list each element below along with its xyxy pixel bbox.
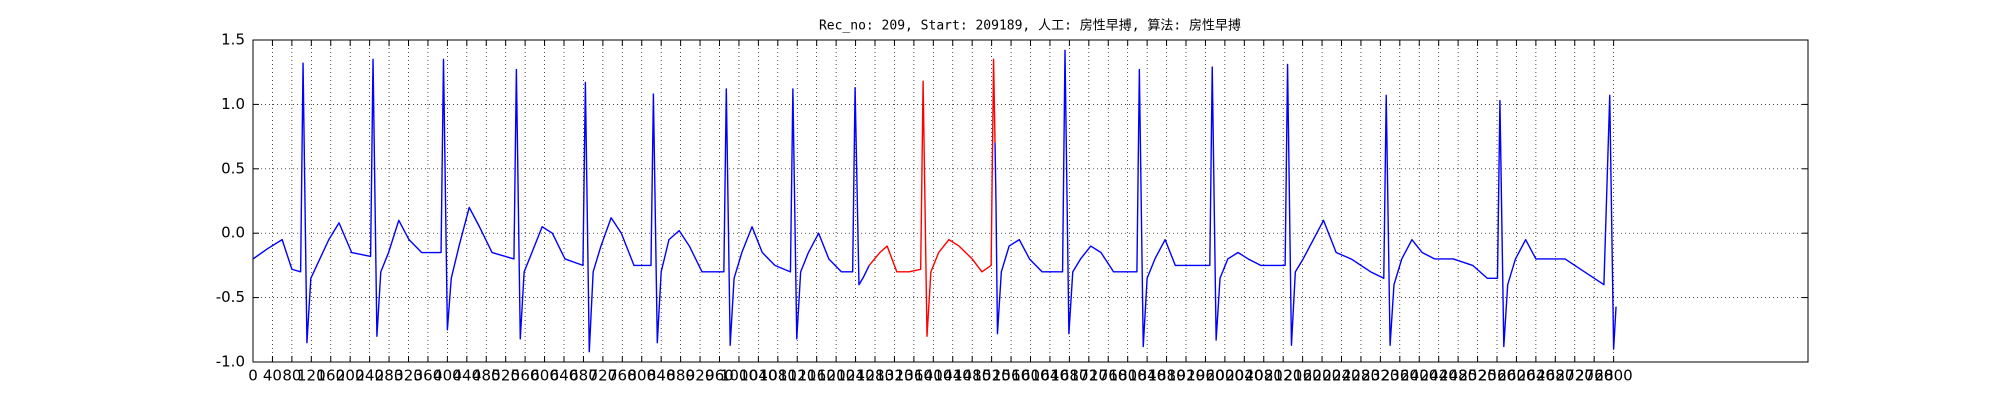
x-tick-label: 1360 xyxy=(895,367,933,385)
x-tick-label: 2440 xyxy=(1420,367,1458,385)
x-tick-label: 1160 xyxy=(798,367,836,385)
x-tick-label: 2320 xyxy=(1361,367,1399,385)
x-tick-label: 560 xyxy=(511,367,540,385)
x-tick-label: 2000 xyxy=(1206,367,1244,385)
series-line xyxy=(868,58,996,337)
x-tick-label: 1120 xyxy=(778,367,816,385)
x-tick-label: 1720 xyxy=(1070,367,1108,385)
x-tick-label: 2600 xyxy=(1497,367,1535,385)
x-tick-label: 1560 xyxy=(992,367,1030,385)
x-tick-label: 760 xyxy=(608,367,637,385)
x-tick-label: 2280 xyxy=(1342,367,1380,385)
x-tick-label: 1480 xyxy=(953,367,991,385)
x-tick-label: 160 xyxy=(316,367,345,385)
y-tick-label: -0.5 xyxy=(216,288,245,306)
x-tick-label: 1680 xyxy=(1050,367,1088,385)
x-tick-label: 2200 xyxy=(1303,367,1341,385)
x-tick-label: 1280 xyxy=(856,367,894,385)
x-tick-label: 1800 xyxy=(1109,367,1147,385)
x-tick-label: 2760 xyxy=(1575,367,1613,385)
plot-frame xyxy=(252,39,1809,363)
x-tick-label: 520 xyxy=(491,367,520,385)
x-tick-label: 2400 xyxy=(1400,367,1438,385)
x-tick-label: 2480 xyxy=(1439,367,1477,385)
x-tick-label: 1960 xyxy=(1186,367,1224,385)
x-tick-label: 840 xyxy=(647,367,676,385)
x-tick-label: 2520 xyxy=(1458,367,1496,385)
x-tick-label: 1440 xyxy=(934,367,972,385)
x-tick-label: 320 xyxy=(394,367,423,385)
x-tick-label: 400 xyxy=(433,367,462,385)
x-tick-label: 200 xyxy=(336,367,365,385)
x-tick-label: 720 xyxy=(589,367,618,385)
x-tick-label: 80 xyxy=(282,367,301,385)
x-tick-label: 880 xyxy=(666,367,695,385)
x-tick-label: 1520 xyxy=(973,367,1011,385)
x-tick-label: 1320 xyxy=(875,367,913,385)
x-tick-label: 1400 xyxy=(914,367,952,385)
x-tick-label: 800 xyxy=(627,367,656,385)
x-tick-label: 1040 xyxy=(739,367,777,385)
x-tick-label: 2640 xyxy=(1517,367,1555,385)
y-tick-label: 0.0 xyxy=(221,224,245,242)
x-tick-label: 2360 xyxy=(1381,367,1419,385)
x-tick-label: 1840 xyxy=(1128,367,1166,385)
series-line xyxy=(252,49,1617,353)
x-tick-label: 440 xyxy=(452,367,481,385)
x-tick-label: 240 xyxy=(355,367,384,385)
y-tick-label: 1.5 xyxy=(221,31,245,49)
y-tick-label: 1.0 xyxy=(221,95,245,113)
x-tick-label: 1920 xyxy=(1167,367,1205,385)
x-tick-label: 2120 xyxy=(1264,367,1302,385)
y-tick-label: 0.5 xyxy=(221,159,245,177)
x-tick-label: 480 xyxy=(472,367,501,385)
x-tick-label: 1760 xyxy=(1089,367,1127,385)
x-tick-label: 1200 xyxy=(817,367,855,385)
x-tick-label: 120 xyxy=(297,367,326,385)
x-tick-label: 920 xyxy=(686,367,715,385)
x-tick-label: 2720 xyxy=(1556,367,1594,385)
x-tick-label: 2680 xyxy=(1536,367,1574,385)
chart-title: Rec_no: 209, Start: 209189, 人工: 房性早搏, 算法… xyxy=(819,18,1241,34)
x-tick-label: 960 xyxy=(705,367,734,385)
x-tick-label: 1000 xyxy=(720,367,758,385)
x-tick-label: 1240 xyxy=(836,367,874,385)
x-tick-label: 360 xyxy=(414,367,443,385)
x-tick-label: 680 xyxy=(569,367,598,385)
x-tick-label: 600 xyxy=(530,367,559,385)
y-tick-label: -1.0 xyxy=(216,353,245,371)
x-tick-label: 1640 xyxy=(1031,367,1069,385)
x-tick-label: 2080 xyxy=(1245,367,1283,385)
x-tick-label: 1600 xyxy=(1011,367,1049,385)
x-tick-label: 640 xyxy=(550,367,579,385)
x-tick-label: 2560 xyxy=(1478,367,1516,385)
x-tick-label: 2160 xyxy=(1284,367,1322,385)
x-tick-label: 2240 xyxy=(1322,367,1360,385)
x-tick-label: 1080 xyxy=(759,367,797,385)
x-tick-label: 0 xyxy=(248,367,258,385)
x-tick-label: 1880 xyxy=(1147,367,1185,385)
x-tick-label: 2040 xyxy=(1225,367,1263,385)
x-tick-label: 2800 xyxy=(1595,367,1633,385)
x-tick-label: 40 xyxy=(263,367,282,385)
x-tick-label: 280 xyxy=(375,367,404,385)
